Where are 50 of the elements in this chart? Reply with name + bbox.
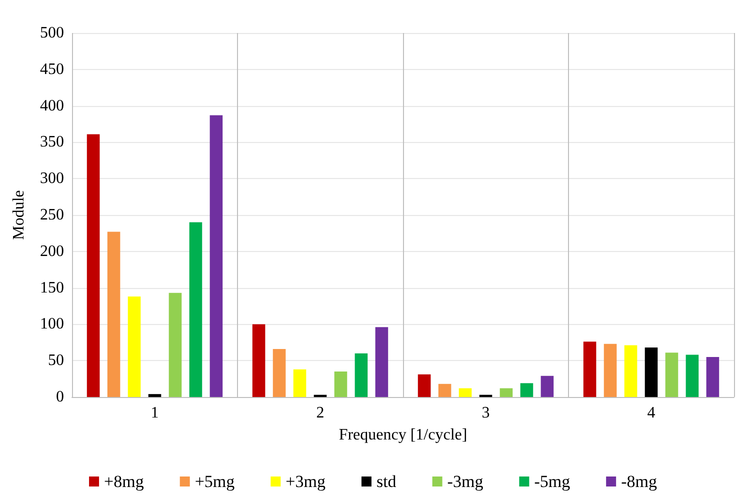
legend-label: -8mg	[621, 472, 658, 491]
bar	[418, 374, 431, 397]
bar	[128, 296, 141, 397]
bar	[293, 369, 306, 397]
bar	[189, 222, 202, 397]
legend-label: +8mg	[104, 472, 144, 491]
x-tick-label: 4	[647, 404, 656, 422]
bar	[86, 134, 100, 397]
y-tick-label: 50	[48, 352, 64, 370]
bar	[706, 356, 720, 397]
bar	[375, 327, 388, 397]
bar	[624, 345, 638, 397]
bar	[252, 324, 266, 397]
bar	[540, 376, 554, 397]
y-tick-label: 250	[40, 206, 64, 224]
bar	[354, 353, 368, 397]
y-tick-label: 500	[40, 24, 64, 42]
bar	[334, 372, 348, 397]
bar	[583, 342, 596, 397]
bar	[438, 384, 452, 397]
legend-label: -5mg	[534, 472, 571, 491]
bar	[604, 344, 617, 397]
bar	[644, 347, 658, 397]
y-tick-label: 200	[40, 242, 64, 260]
x-axis-title: Frequency [1/cycle]	[338, 426, 468, 444]
y-axis-title: Module	[10, 190, 28, 240]
bar	[168, 292, 182, 397]
legend-label: +5mg	[194, 472, 236, 491]
y-tick-label: 100	[40, 316, 64, 333]
x-tick-label: 3	[482, 404, 490, 422]
y-tick-label: 350	[40, 134, 64, 151]
bar	[458, 388, 472, 397]
legend-label: std	[376, 472, 397, 491]
bar	[272, 348, 286, 397]
y-tick-label: 400	[40, 97, 64, 114]
bar	[210, 115, 223, 397]
y-tick-label: 150	[40, 279, 64, 296]
y-tick-label: 0	[56, 388, 64, 406]
bar	[107, 232, 120, 397]
legend-label: +3mg	[286, 472, 326, 491]
legend-label: -3mg	[447, 472, 484, 491]
bar	[665, 352, 678, 397]
bar	[686, 354, 699, 397]
bar	[148, 394, 162, 397]
x-tick-label: 2	[316, 404, 324, 422]
y-tick-label: 300	[40, 170, 64, 188]
x-tick-label: 1	[150, 404, 159, 422]
bar	[520, 383, 534, 397]
y-tick-label: 450	[40, 60, 64, 78]
bar	[500, 388, 513, 397]
